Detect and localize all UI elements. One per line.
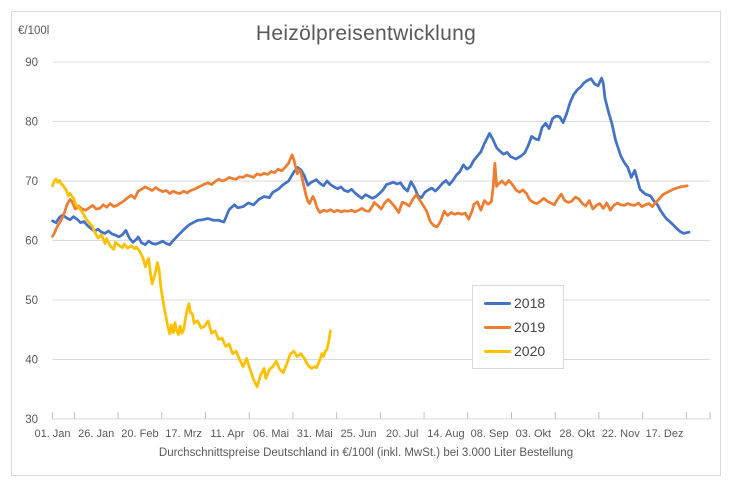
legend-swatch-2019 <box>484 325 511 329</box>
y-tick-label: 50 <box>25 295 38 307</box>
x-tick-label: 17. Mrz <box>165 428 202 440</box>
x-tick-label: 06. Mai <box>253 428 289 440</box>
y-tick-label: 70 <box>25 176 38 188</box>
y-tick-label: 90 <box>25 57 38 69</box>
x-tick-label: 25. Jun <box>340 428 376 440</box>
x-tick-label: 22. Nov <box>602 428 640 440</box>
x-tick-label: 08. Sep <box>471 428 509 440</box>
x-tick-label: 17. Dez <box>646 428 684 440</box>
legend-label-2018: 2018 <box>514 295 546 311</box>
x-tick-label: 28. Okt <box>559 428 594 440</box>
x-tick-label: 11. Apr <box>210 428 244 440</box>
legend-swatch-2020 <box>484 349 511 353</box>
legend-swatch-2018 <box>484 301 511 305</box>
x-tick-label: 31. Mai <box>297 428 333 440</box>
legend-label-2020: 2020 <box>514 343 546 359</box>
x-tick-label: 14. Aug <box>427 428 464 440</box>
legend-label-2019: 2019 <box>514 319 546 335</box>
x-tick-label: 03. Okt <box>516 428 551 440</box>
series-line-2019 <box>51 153 689 238</box>
x-tick-label: 26. Jan <box>78 428 114 440</box>
chart-caption: Durchschnittspreise Deutschland in €/100… <box>158 447 574 459</box>
y-tick-label: 40 <box>25 355 38 367</box>
y-tick-label: 60 <box>25 236 38 248</box>
legend-item-2019: 2019 <box>484 319 561 335</box>
x-tick-label: 20. Feb <box>121 428 158 440</box>
x-tick-label: 01. Jan <box>34 428 70 440</box>
x-tick-label: 20. Jul <box>386 428 418 440</box>
y-tick-label: 30 <box>25 414 38 426</box>
legend-item-2018: 2018 <box>484 295 561 311</box>
legend-item-2020: 2020 <box>484 343 561 359</box>
series-line-2018 <box>51 76 691 247</box>
y-tick-label: 80 <box>25 117 38 129</box>
series-line-2020 <box>51 177 332 389</box>
chart-title: Heizölpreisentwicklung <box>255 22 477 45</box>
y-axis-unit-label: €/100l <box>18 25 50 37</box>
legend: 2018 2019 2020 <box>472 285 564 369</box>
